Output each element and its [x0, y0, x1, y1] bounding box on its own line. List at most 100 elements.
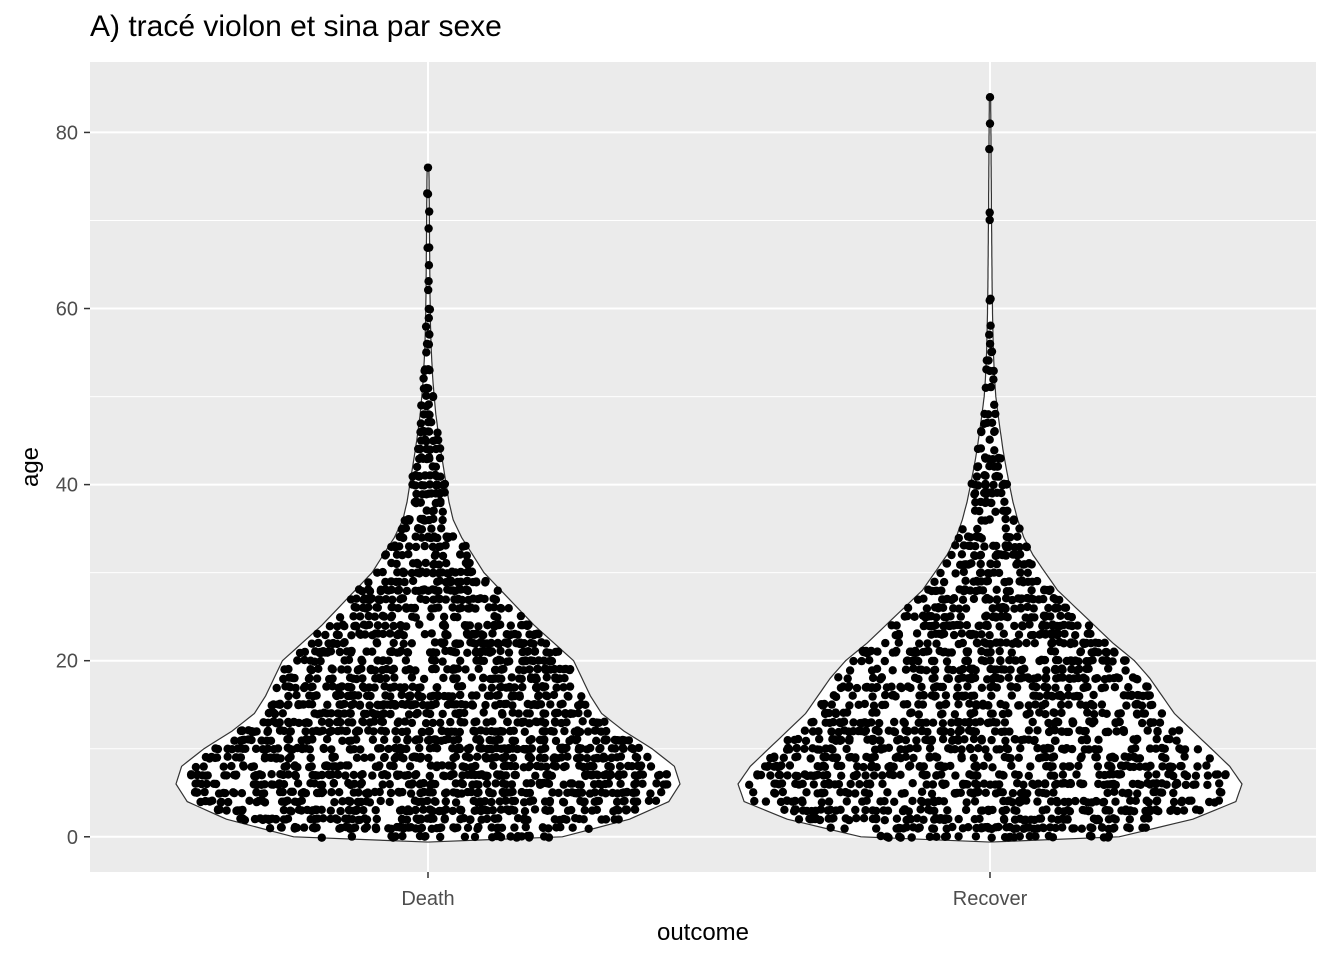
- x-axis-title: outcome: [657, 919, 749, 946]
- data-point: [426, 533, 435, 543]
- data-point: [411, 499, 421, 508]
- data-point: [389, 761, 398, 771]
- data-point: [1145, 744, 1155, 753]
- data-point: [460, 832, 470, 841]
- data-point: [1141, 823, 1151, 832]
- data-point: [526, 779, 536, 788]
- data-point: [973, 524, 982, 534]
- data-point: [356, 780, 365, 789]
- data-point: [1028, 682, 1037, 691]
- data-point: [415, 743, 424, 753]
- data-point: [982, 365, 991, 374]
- data-point: [1131, 744, 1140, 753]
- data-point: [414, 524, 424, 533]
- data-point: [200, 787, 209, 797]
- data-point: [408, 472, 417, 481]
- data-point: [525, 797, 535, 806]
- data-point: [583, 727, 593, 736]
- data-point: [399, 631, 408, 640]
- data-point: [984, 753, 993, 762]
- data-point: [1046, 585, 1055, 594]
- data-point: [426, 805, 436, 815]
- data-point: [1121, 806, 1130, 816]
- data-point: [1155, 718, 1165, 727]
- data-point: [407, 639, 416, 648]
- data-point: [367, 753, 376, 762]
- data-point: [486, 674, 495, 684]
- data-point: [1041, 752, 1051, 762]
- data-point: [1111, 718, 1120, 727]
- data-point: [422, 391, 431, 400]
- data-point: [1042, 762, 1051, 771]
- data-point: [1091, 638, 1100, 647]
- data-point: [467, 701, 477, 710]
- data-point: [368, 708, 377, 718]
- data-point: [988, 763, 997, 772]
- data-point: [290, 822, 300, 832]
- data-point: [1082, 734, 1091, 744]
- data-point: [416, 419, 426, 428]
- data-point: [537, 638, 546, 647]
- data-point: [970, 506, 980, 515]
- data-point: [461, 665, 470, 674]
- data-point: [607, 753, 616, 763]
- data-point: [942, 657, 952, 666]
- data-point: [487, 797, 496, 807]
- data-point: [882, 832, 891, 841]
- data-point: [1160, 744, 1170, 753]
- data-point: [957, 550, 967, 559]
- data-point: [1050, 665, 1060, 675]
- data-point: [419, 374, 428, 383]
- data-point: [476, 594, 485, 603]
- data-point: [284, 673, 294, 682]
- data-point: [329, 639, 338, 648]
- data-point: [425, 727, 434, 736]
- data-point: [636, 761, 646, 770]
- data-point: [801, 736, 811, 746]
- data-point: [428, 655, 437, 665]
- data-point: [848, 691, 857, 700]
- data-point: [868, 692, 877, 701]
- data-point: [983, 675, 992, 684]
- data-point: [453, 595, 462, 604]
- data-point: [336, 718, 345, 727]
- data-point: [963, 532, 973, 541]
- data-point: [604, 779, 613, 788]
- data-point: [493, 613, 502, 622]
- data-point: [1162, 780, 1171, 789]
- data-point: [998, 806, 1007, 816]
- data-point: [446, 717, 455, 727]
- data-point: [496, 833, 506, 842]
- data-point: [326, 806, 335, 815]
- data-point: [363, 788, 372, 797]
- data-point: [539, 754, 549, 763]
- data-point: [950, 745, 960, 754]
- data-point: [264, 814, 273, 824]
- data-point: [1079, 796, 1088, 806]
- data-point: [542, 762, 551, 771]
- data-point: [375, 673, 384, 682]
- data-point: [783, 771, 792, 780]
- data-point: [972, 532, 981, 541]
- data-point: [436, 542, 445, 551]
- data-point: [1098, 708, 1107, 718]
- data-point: [1071, 631, 1080, 640]
- data-point: [1131, 735, 1140, 744]
- data-point: [544, 833, 554, 842]
- data-point: [608, 788, 617, 798]
- data-point: [584, 824, 593, 833]
- data-point: [438, 639, 447, 648]
- data-point: [985, 595, 994, 604]
- data-point: [990, 727, 1000, 736]
- data-point: [434, 603, 443, 612]
- data-point: [424, 417, 433, 427]
- data-point: [327, 664, 336, 673]
- data-point: [424, 400, 433, 409]
- data-point: [547, 656, 557, 666]
- data-point: [1085, 657, 1094, 666]
- data-point: [858, 797, 867, 806]
- data-point: [333, 726, 343, 736]
- data-point: [819, 752, 828, 762]
- data-point: [860, 727, 869, 736]
